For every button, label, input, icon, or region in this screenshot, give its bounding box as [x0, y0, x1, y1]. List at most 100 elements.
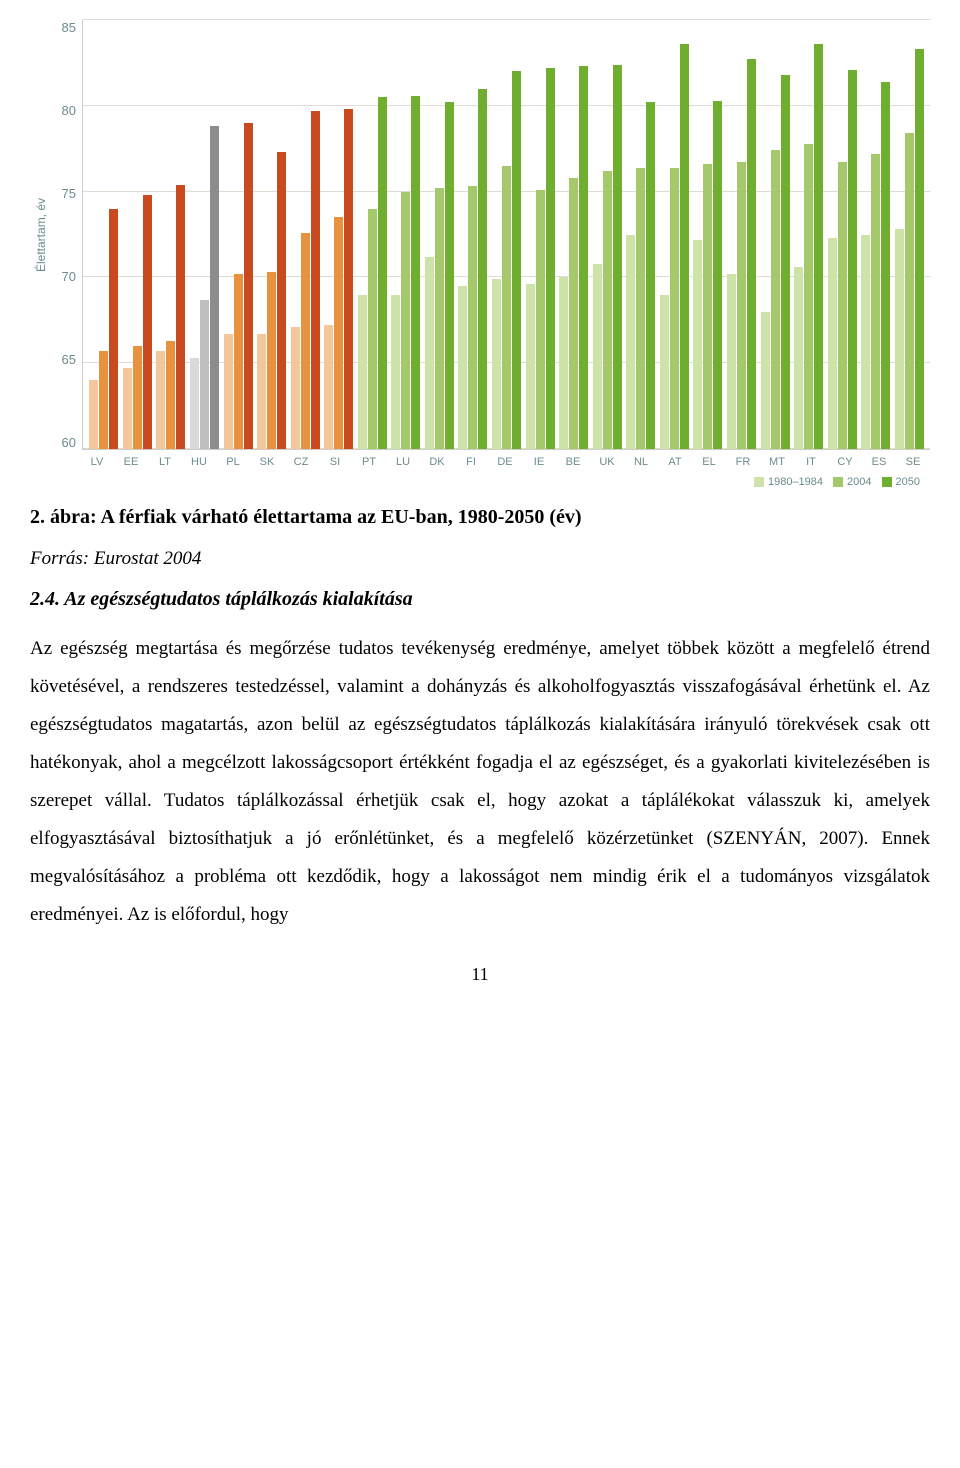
x-tick: UK: [590, 456, 624, 468]
bar: [200, 300, 209, 449]
country-group-FR: [725, 20, 759, 449]
bar: [526, 284, 535, 449]
chart-legend: 1980–198420042050: [30, 476, 930, 488]
country-group-BE: [557, 20, 591, 449]
bar: [646, 102, 655, 449]
bar: [569, 178, 578, 449]
bar: [133, 346, 142, 449]
bar: [771, 150, 780, 449]
bar: [761, 312, 770, 449]
section-body: Az egészség megtartása és megőrzése tuda…: [30, 630, 930, 934]
x-tick: MT: [760, 456, 794, 468]
x-tick: BE: [556, 456, 590, 468]
country-group-AT: [658, 20, 692, 449]
country-group-LU: [389, 20, 423, 449]
bar: [257, 334, 266, 449]
x-tick: EL: [692, 456, 726, 468]
bar: [848, 70, 857, 449]
bar: [244, 123, 253, 449]
x-tick: SK: [250, 456, 284, 468]
x-axis-ticks: LVEELTHUPLSKCZSIPTLUDKFIDEIEBEUKNLATELFR…: [30, 456, 930, 468]
country-group-DK: [423, 20, 457, 449]
bar: [378, 97, 387, 449]
bar: [593, 264, 602, 449]
legend-label: 2050: [896, 476, 920, 488]
x-tick: CY: [828, 456, 862, 468]
x-tick: EE: [114, 456, 148, 468]
bar: [478, 89, 487, 449]
bar: [737, 162, 746, 449]
x-tick: FI: [454, 456, 488, 468]
bar: [291, 327, 300, 449]
bar: [747, 59, 756, 449]
bar: [512, 71, 521, 449]
bar: [579, 66, 588, 449]
country-group-FI: [456, 20, 490, 449]
section-heading: 2.4. Az egészségtudatos táplálkozás kial…: [30, 588, 930, 611]
legend-label: 1980–1984: [768, 476, 823, 488]
x-tick: AT: [658, 456, 692, 468]
bar: [123, 368, 132, 449]
bar: [156, 351, 165, 449]
x-tick: IE: [522, 456, 556, 468]
bar: [838, 162, 847, 449]
chart-plot-area: Élettartam, év 858075706560: [30, 20, 930, 450]
legend-item: 2050: [882, 476, 920, 488]
bar: [861, 235, 870, 450]
bar: [190, 358, 199, 449]
y-tick: 75: [52, 186, 76, 201]
legend-swatch: [754, 477, 764, 487]
x-tick: LT: [148, 456, 182, 468]
legend-swatch: [882, 477, 892, 487]
bar: [234, 274, 243, 449]
country-group-EL: [691, 20, 725, 449]
bar: [895, 229, 904, 449]
x-tick: SE: [896, 456, 930, 468]
bar: [693, 240, 702, 449]
bar: [703, 164, 712, 449]
country-group-IT: [792, 20, 826, 449]
x-tick: NL: [624, 456, 658, 468]
bar: [502, 166, 511, 449]
country-group-PL: [221, 20, 255, 449]
country-group-ES: [859, 20, 893, 449]
bar: [781, 75, 790, 449]
bar: [727, 274, 736, 449]
x-tick: SI: [318, 456, 352, 468]
country-group-EE: [121, 20, 155, 449]
bar: [559, 277, 568, 449]
bar: [814, 44, 823, 449]
country-group-SI: [322, 20, 356, 449]
y-axis-ticks: 858075706560: [52, 20, 82, 450]
country-group-LV: [87, 20, 121, 449]
bar: [166, 341, 175, 449]
bar: [536, 190, 545, 449]
bar: [660, 295, 669, 449]
country-group-LT: [154, 20, 188, 449]
bar: [324, 325, 333, 449]
bar: [905, 133, 914, 449]
country-group-MT: [758, 20, 792, 449]
legend-item: 1980–1984: [754, 476, 823, 488]
legend-swatch: [833, 477, 843, 487]
country-group-HU: [188, 20, 222, 449]
bar: [626, 235, 635, 450]
y-tick: 70: [52, 269, 76, 284]
x-tick: ES: [862, 456, 896, 468]
country-group-IE: [523, 20, 557, 449]
x-tick: PL: [216, 456, 250, 468]
bar: [492, 279, 501, 449]
bar: [613, 65, 622, 449]
y-tick: 60: [52, 435, 76, 450]
bar: [267, 272, 276, 449]
bar: [468, 186, 477, 449]
bar: [425, 257, 434, 449]
country-group-NL: [624, 20, 658, 449]
figure-source: Forrás: Eurostat 2004: [30, 548, 930, 570]
bar: [915, 49, 924, 449]
bar: [143, 195, 152, 449]
country-group-PT: [356, 20, 390, 449]
bar: [277, 152, 286, 449]
bar: [636, 168, 645, 449]
x-tick: LV: [80, 456, 114, 468]
